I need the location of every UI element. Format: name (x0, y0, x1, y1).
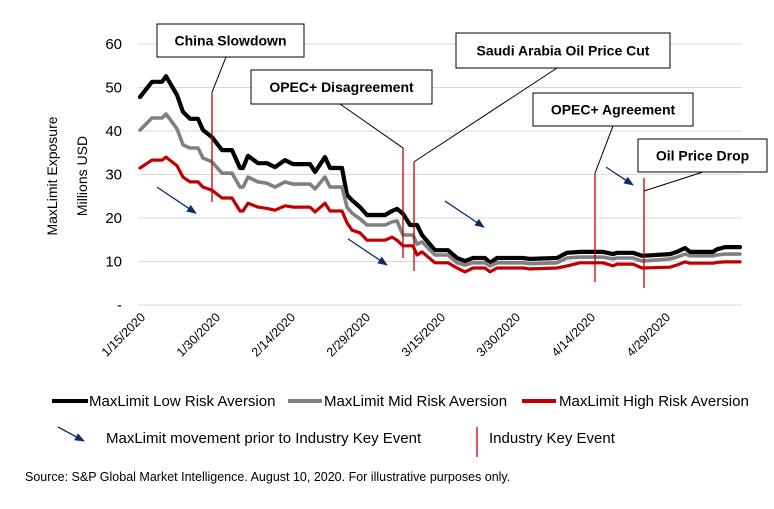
callout-leader-line (643, 171, 704, 192)
x-tick-label: 1/15/2020 (99, 310, 148, 359)
y-axis-label: MaxLimit Exposure (44, 116, 60, 235)
callout-box (250, 69, 433, 105)
series-line-mid (138, 112, 742, 268)
y-tick-label: - (117, 297, 122, 314)
y-tick-label: 60 (105, 36, 122, 53)
movement-arrow (444, 200, 485, 228)
y-tick-label: 10 (105, 254, 122, 271)
callout-leader-line (413, 67, 558, 163)
y-tick-label: 40 (105, 123, 122, 140)
legend-label-mid: MaxLimit Mid Risk Aversion (324, 393, 507, 410)
x-tick-label: 4/14/2020 (549, 310, 598, 359)
x-axis-ticks: 1/15/2020 1/30/2020 2/14/2020 2/29/2020 3/15… (99, 310, 673, 359)
callout-leader-line (339, 103, 404, 149)
event-callouts: China Slowdown OPEC+ Disagreement Saudi Ar… (156, 23, 768, 192)
series-lines (137, 74, 743, 274)
x-tick-label: 2/14/2020 (249, 310, 298, 359)
y-tick-label: 50 (105, 80, 122, 97)
callout-box (455, 32, 671, 69)
legend-arrow-icon (57, 426, 85, 442)
movement-arrow (347, 238, 388, 266)
y-axis-ticks: - 10 20 30 40 50 60 (105, 36, 122, 314)
movement-arrows (156, 166, 634, 266)
callout-box (532, 92, 694, 127)
x-tick-label: 2/29/2020 (324, 310, 373, 359)
callout-label: OPEC+ Disagreement (269, 79, 414, 95)
source-note: Source: S&P Global Market Intelligence. … (25, 470, 510, 484)
x-tick-label: 3/30/2020 (474, 310, 523, 359)
callout-label: China Slowdown (175, 33, 287, 49)
callout-label: Oil Price Drop (656, 148, 749, 164)
legend-label-arrow: MaxLimit movement prior to Industry Key … (106, 430, 422, 447)
y-tick-label: 30 (105, 167, 122, 184)
x-tick-label: 4/29/2020 (624, 310, 673, 359)
callout-label: Saudi Arabia Oil Price Cut (477, 43, 650, 59)
legend-label-high: MaxLimit High Risk Aversion (559, 393, 749, 410)
callout-label: OPEC+ Agreement (551, 102, 676, 118)
x-tick-label: 1/30/2020 (174, 310, 223, 359)
series-line-high (138, 155, 742, 274)
series-line-low (137, 74, 743, 265)
legend-label-event: Industry Key Event (489, 430, 616, 447)
y-axis-label-units: Millions USD (74, 136, 90, 216)
callout-leader-line (211, 56, 227, 93)
callout-leader-line (594, 125, 614, 174)
movement-arrow (605, 166, 634, 186)
legend-label-low: MaxLimit Low Risk Aversion (89, 393, 275, 410)
movement-arrow (156, 186, 197, 214)
callout-box (637, 138, 768, 173)
event-lines (211, 92, 645, 289)
y-tick-label: 20 (105, 210, 122, 227)
x-tick-label: 3/15/2020 (399, 310, 448, 359)
callout-box (156, 23, 305, 58)
